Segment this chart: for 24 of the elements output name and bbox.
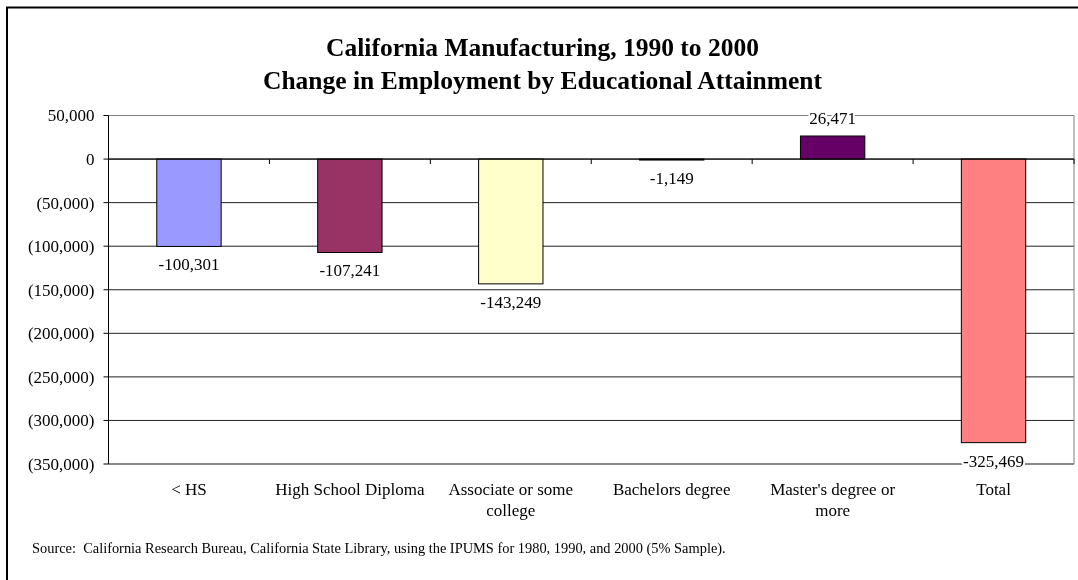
y-tick-label: (150,000)	[27, 280, 95, 300]
data-label: -325,469	[963, 451, 1024, 471]
y-tick-label: (50,000)	[36, 193, 95, 213]
y-tick-label: (350,000)	[27, 454, 95, 474]
x-tick-label: Total	[976, 480, 1012, 499]
data-label: -107,241	[319, 261, 381, 281]
y-tick-label: (250,000)	[27, 367, 95, 387]
y-tick-label: 50,000	[47, 106, 95, 126]
x-tick-label: Master's degree or more	[770, 480, 896, 520]
y-tick-label: (100,000)	[27, 237, 95, 257]
data-label: -100,301	[158, 255, 220, 275]
source-note: Source: California Research Bureau, California State Library, using the IPUMS for 1980, 1990, and 2000 (5% Sample).	[32, 540, 726, 557]
y-tick-label: (300,000)	[27, 411, 95, 431]
x-tick-label: Associate or some college	[448, 480, 574, 520]
chart-subtitle: Change in Employment by Educational Attainment	[263, 66, 823, 95]
x-tick-label: < HS	[171, 480, 207, 499]
data-label: -1,149	[649, 169, 694, 189]
chart-title: California Manufacturing, 1990 to 2000	[326, 33, 759, 62]
x-tick-label: Bachelors degree	[612, 480, 731, 499]
y-tick-label: 0	[86, 150, 95, 170]
x-tick-label: High School Diploma	[275, 480, 425, 499]
data-label: 26,471	[809, 109, 856, 128]
data-label: -143,249	[480, 292, 542, 312]
y-tick-label: (200,000)	[27, 324, 95, 344]
